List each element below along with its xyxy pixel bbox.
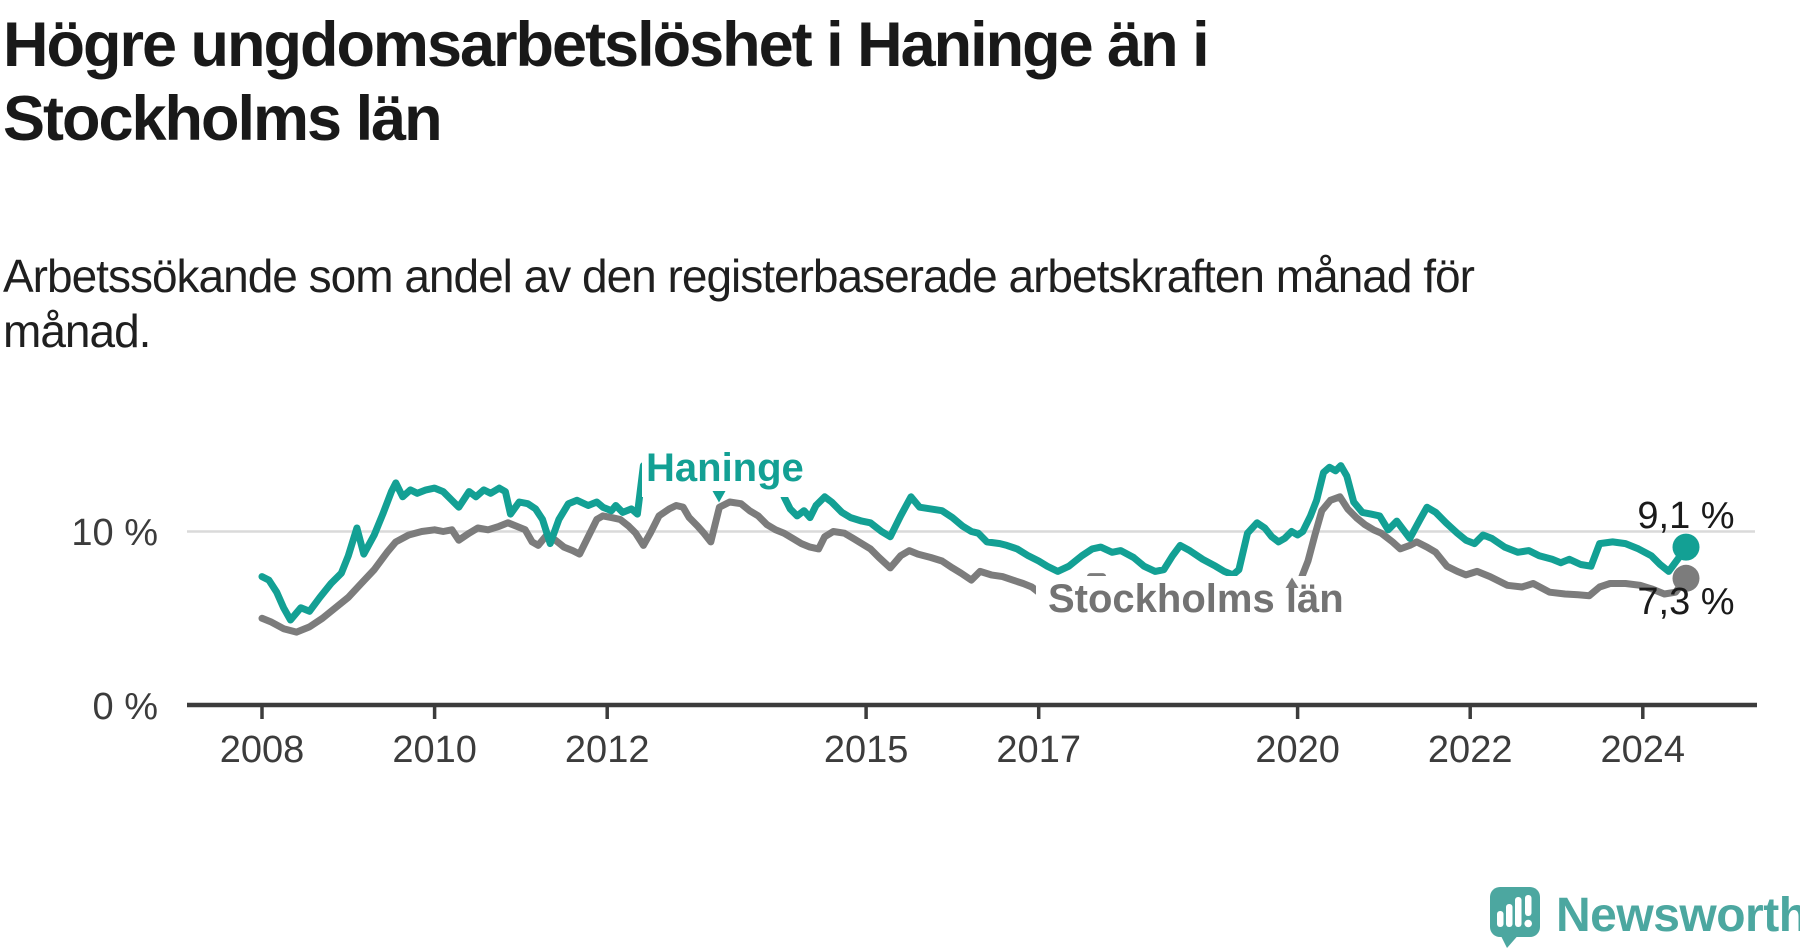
chart-title-line1: Högre ungdomsarbetslöshet i Haninge än i xyxy=(3,10,1210,80)
logo-bar-3-icon xyxy=(1515,897,1522,927)
chart-subtitle-line2: månad. xyxy=(3,305,151,357)
logo-exclamation-dot-icon xyxy=(1524,919,1532,928)
chart-title: Högre ungdomsarbetslöshet i Haninge än i… xyxy=(3,8,1503,156)
x-axis-tick-labels: 2008 2010 2012 2015 2017 2020 2022 2024 xyxy=(220,729,1685,771)
x-tick-label-2024: 2024 xyxy=(1601,729,1686,771)
x-tick-label-2020: 2020 xyxy=(1255,729,1340,771)
chart-title-line2: Stockholms län xyxy=(3,84,443,154)
logo-bar-2-icon xyxy=(1506,904,1513,927)
logo-exclamation-stroke-icon xyxy=(1525,895,1532,916)
x-tick-label-2010: 2010 xyxy=(392,729,477,771)
y-axis-label-10: 10 % xyxy=(71,512,158,554)
stockholms-l-n-line-segment-3 xyxy=(1298,493,1690,600)
x-tick-label-2022: 2022 xyxy=(1428,729,1513,771)
x-axis-ticks xyxy=(260,706,1645,719)
chart-subtitle: Arbetssökande som andel av den registerb… xyxy=(3,249,1483,359)
x-tick-label-2012: 2012 xyxy=(565,729,650,771)
stockholm-pointer-triangle-icon xyxy=(1285,577,1299,588)
x-tick-label-2015: 2015 xyxy=(824,729,909,771)
haninge-line-segment-2 xyxy=(780,462,1690,579)
logo-bar-1-icon xyxy=(1497,911,1504,927)
newsworthy-logo: Newsworthy xyxy=(1490,887,1800,948)
stockholm-label-halo xyxy=(1036,576,1370,648)
haninge-label-halo xyxy=(642,444,812,497)
chart-subtitle-line1: Arbetssökande som andel av den registerb… xyxy=(3,250,1475,302)
newsworthy-logo-tail xyxy=(1499,932,1521,948)
haninge-pointer-triangle-icon xyxy=(712,491,726,503)
haninge-end-dot xyxy=(1672,533,1700,561)
stockholm-series-label: Stockholms län xyxy=(1048,577,1344,621)
newsworthy-logo-text: Newsworthy xyxy=(1556,889,1800,942)
haninge-line-segment-1 xyxy=(258,462,647,624)
stockholms-l-n-line-segment-1 xyxy=(258,498,1047,636)
y-axis-label-0: 0 % xyxy=(93,686,158,728)
haninge-end-value-label: 9,1 % xyxy=(1637,495,1734,537)
series-lines xyxy=(258,462,1690,636)
stockholm-end-value-label: 7,3 % xyxy=(1637,581,1734,623)
x-tick-label-2008: 2008 xyxy=(220,729,305,771)
stockholm-end-dot xyxy=(1672,564,1700,592)
haninge-series-label: Haninge xyxy=(646,446,804,490)
x-tick-label-2017: 2017 xyxy=(996,729,1081,771)
